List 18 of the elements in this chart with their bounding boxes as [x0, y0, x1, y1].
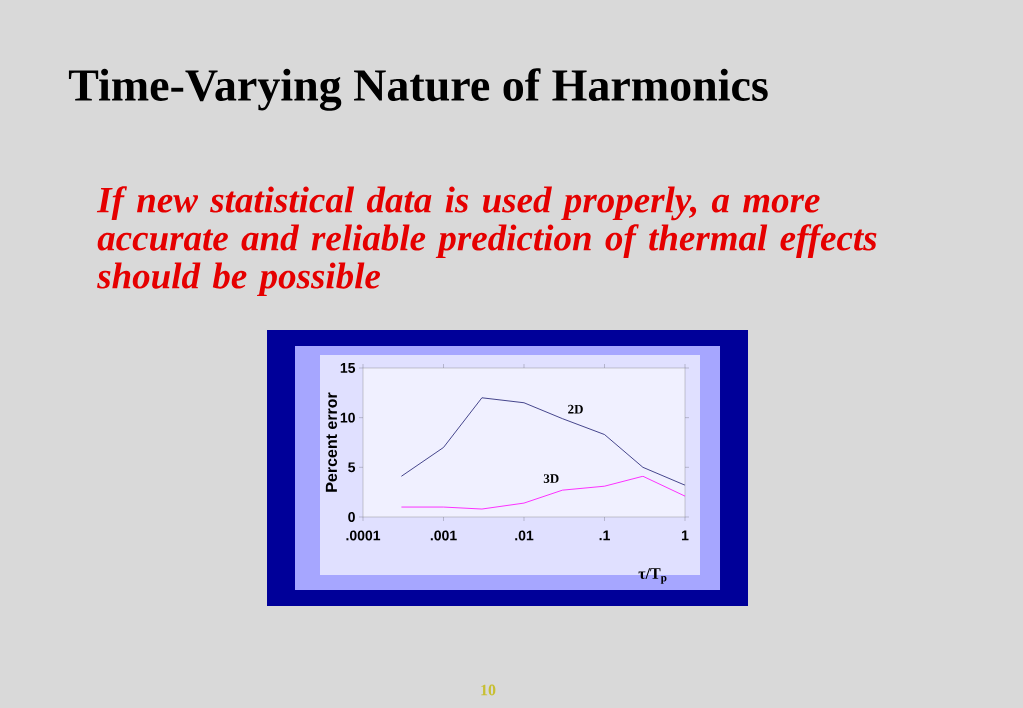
x-tick-label: .001 — [430, 530, 457, 541]
x-tick-label: 1 — [681, 530, 689, 541]
series-label: 3D — [543, 474, 559, 483]
x-tick-label: .0001 — [346, 530, 381, 541]
y-tick-label: 5 — [348, 462, 356, 473]
chart-title: Time-Varying Nature of Harmonics — [68, 68, 768, 111]
line-series — [401, 397, 685, 486]
line-series — [401, 475, 685, 510]
x-axis-title: τ/T$_{p}$ — [638, 568, 667, 584]
x-tick-label: .01 — [515, 530, 534, 541]
y-tick-label: 15 — [340, 363, 356, 373]
y-tick-label: 0 — [348, 512, 355, 522]
chart-subtitle: If new statistical data is used properly, a more accurate and reliable prediction of thermal effects should be possible — [96, 186, 877, 297]
text: 10 — [481, 684, 496, 696]
x-tick-label: .1 — [599, 530, 610, 541]
y-axis-title: Percent error — [325, 392, 338, 492]
series-label: 2D — [568, 404, 583, 414]
y-tick-label: 10 — [340, 412, 355, 423]
